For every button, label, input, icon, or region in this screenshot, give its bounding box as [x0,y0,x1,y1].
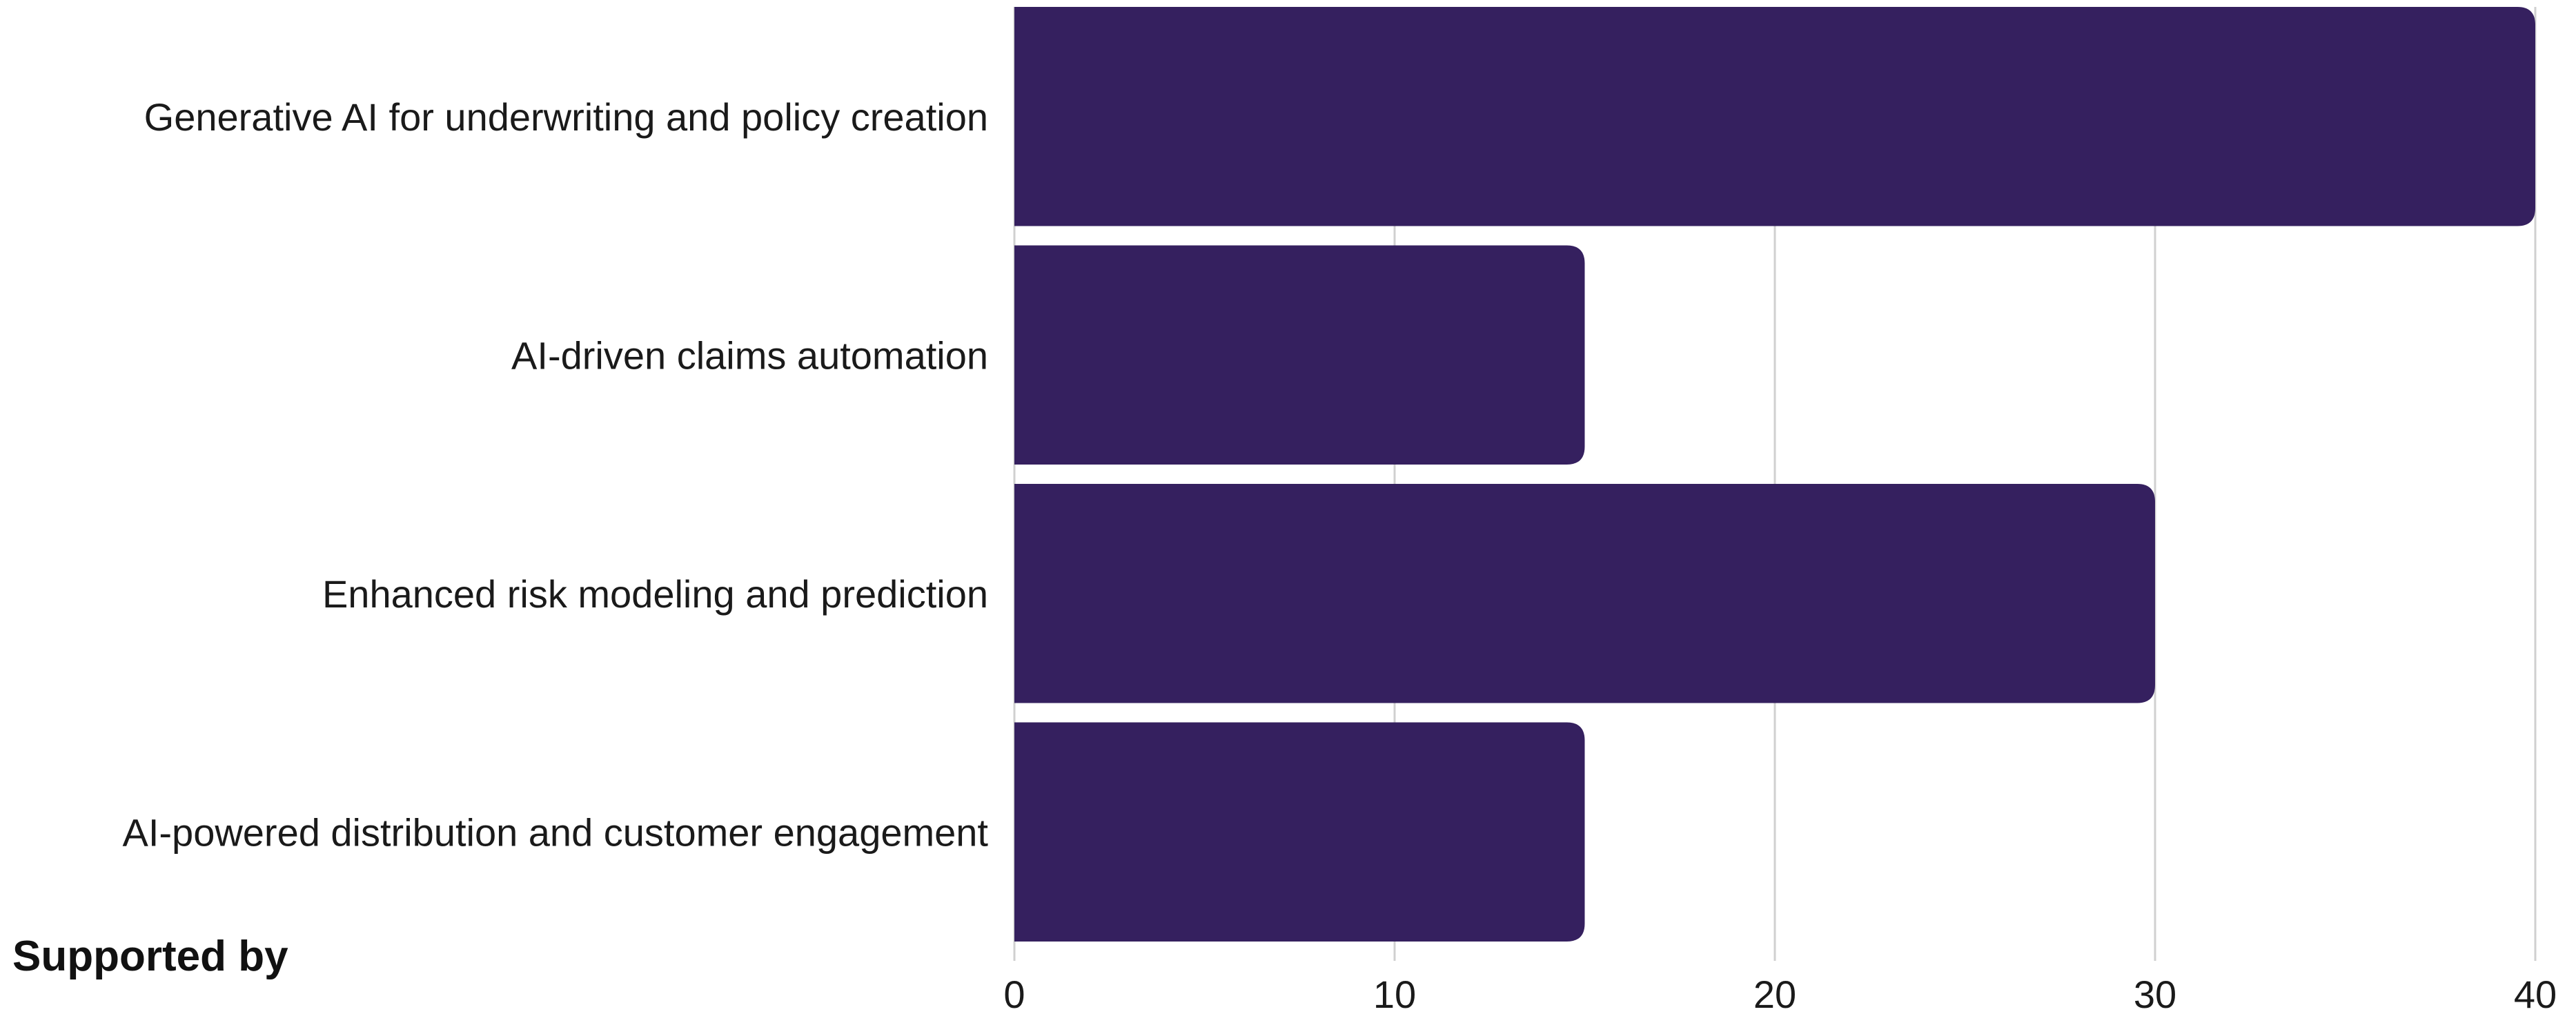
bars [1014,7,2535,942]
bar [1014,484,2155,703]
x-tick-label: 40 [2514,973,2557,1014]
category-labels: Generative AI for underwriting and polic… [122,95,988,855]
x-tick-label: 20 [1753,973,1796,1014]
bar [1014,245,1585,465]
category-label: AI-powered distribution and customer eng… [122,810,988,854]
category-label: Enhanced risk modeling and prediction [322,572,988,616]
x-axis-ticks: 0 10 20 30 40 [1003,973,2557,1014]
category-label: AI-driven claims automation [511,333,988,377]
x-tick-label: 0 [1003,973,1025,1014]
supported-by-label: Supported by [12,933,288,980]
category-label: Generative AI for underwriting and polic… [144,95,988,139]
bar [1014,7,2535,226]
bar [1014,722,1585,942]
x-tick-label: 30 [2134,973,2176,1014]
x-tick-label: 10 [1373,973,1416,1014]
